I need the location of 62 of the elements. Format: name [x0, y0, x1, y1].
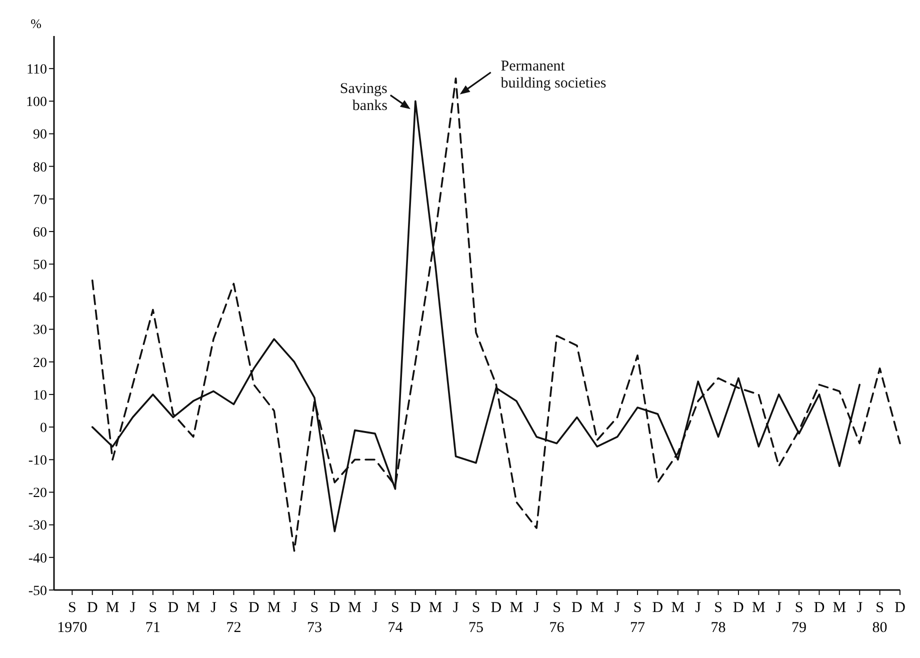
x-tick-label: J — [856, 600, 863, 616]
x-tick-label: J — [614, 600, 620, 616]
y-axis-title: % — [30, 16, 42, 31]
y-tick-label: -50 — [28, 584, 47, 599]
x-tick-label: M — [590, 600, 604, 616]
x-tick-label: D — [248, 600, 260, 616]
legend-label: Permanent building societies — [500, 58, 606, 92]
x-tick-label: M — [348, 600, 362, 616]
x-tick-label: J — [210, 600, 217, 616]
x-tick-label: J — [130, 600, 136, 616]
y-tick-label: 90 — [33, 128, 47, 143]
x-tick-label: M — [106, 600, 120, 616]
x-tick-label: S 1970 — [57, 600, 88, 636]
x-tick-label: S 79 — [792, 600, 807, 636]
x-tick-label: M — [832, 600, 846, 616]
x-tick-label: S 77 — [630, 600, 646, 636]
x-tick-label: S 72 — [226, 600, 242, 636]
y-tick-label: 80 — [33, 160, 47, 176]
x-tick-label: J — [695, 600, 702, 616]
x-tick-label: D — [733, 600, 744, 616]
y-tick-label: -20 — [28, 486, 47, 502]
x-tick-label: J — [291, 600, 298, 616]
x-tick-label: M — [267, 600, 281, 616]
x-tick-label: S 80 — [872, 600, 888, 636]
y-tick-label: 60 — [33, 225, 47, 240]
x-tick-label: S 76 — [549, 600, 565, 636]
y-tick-label: 20 — [33, 356, 47, 371]
y-tick-label: -30 — [28, 518, 47, 534]
x-tick-label: D — [572, 600, 583, 616]
y-tick-label: 40 — [33, 290, 47, 306]
y-tick-label: 70 — [33, 192, 47, 208]
x-tick-label: S 71 — [145, 600, 160, 636]
y-tick-label: 50 — [33, 258, 47, 274]
x-tick-label: M — [428, 600, 442, 616]
x-tick-label: S 78 — [710, 600, 726, 636]
series-label: Savings banks — [340, 81, 388, 114]
x-tick-label: J — [452, 600, 459, 616]
x-tick-label: S 74 — [388, 600, 404, 636]
x-tick-label: S 75 — [468, 600, 484, 636]
x-tick-label: J — [372, 600, 378, 616]
y-tick-label: 110 — [26, 62, 47, 78]
x-tick-label: M — [510, 600, 524, 616]
x-tick-label: D — [490, 600, 502, 616]
x-tick-label: D — [410, 600, 421, 616]
x-tick-label: J — [776, 600, 782, 616]
x-tick-label: M — [186, 600, 200, 616]
x-tick-label: D — [168, 600, 179, 616]
x-tick-label: D — [329, 600, 340, 616]
y-tick-label: 0 — [40, 420, 47, 436]
x-tick-label: D — [652, 600, 664, 616]
x-tick-label: D — [86, 600, 98, 616]
x-tick-label: S 73 — [306, 600, 322, 636]
y-tick-label: -40 — [28, 551, 47, 566]
y-tick-label: -10 — [28, 454, 47, 469]
x-tick-label: D — [894, 600, 906, 616]
x-tick-label: M — [671, 600, 685, 616]
x-tick-label: D — [814, 600, 825, 616]
y-tick-label: 100 — [26, 95, 47, 110]
x-tick-label: J — [534, 600, 540, 616]
y-tick-label: 10 — [33, 388, 47, 404]
y-tick-label: 30 — [33, 323, 47, 338]
x-tick-label: M — [752, 600, 766, 616]
